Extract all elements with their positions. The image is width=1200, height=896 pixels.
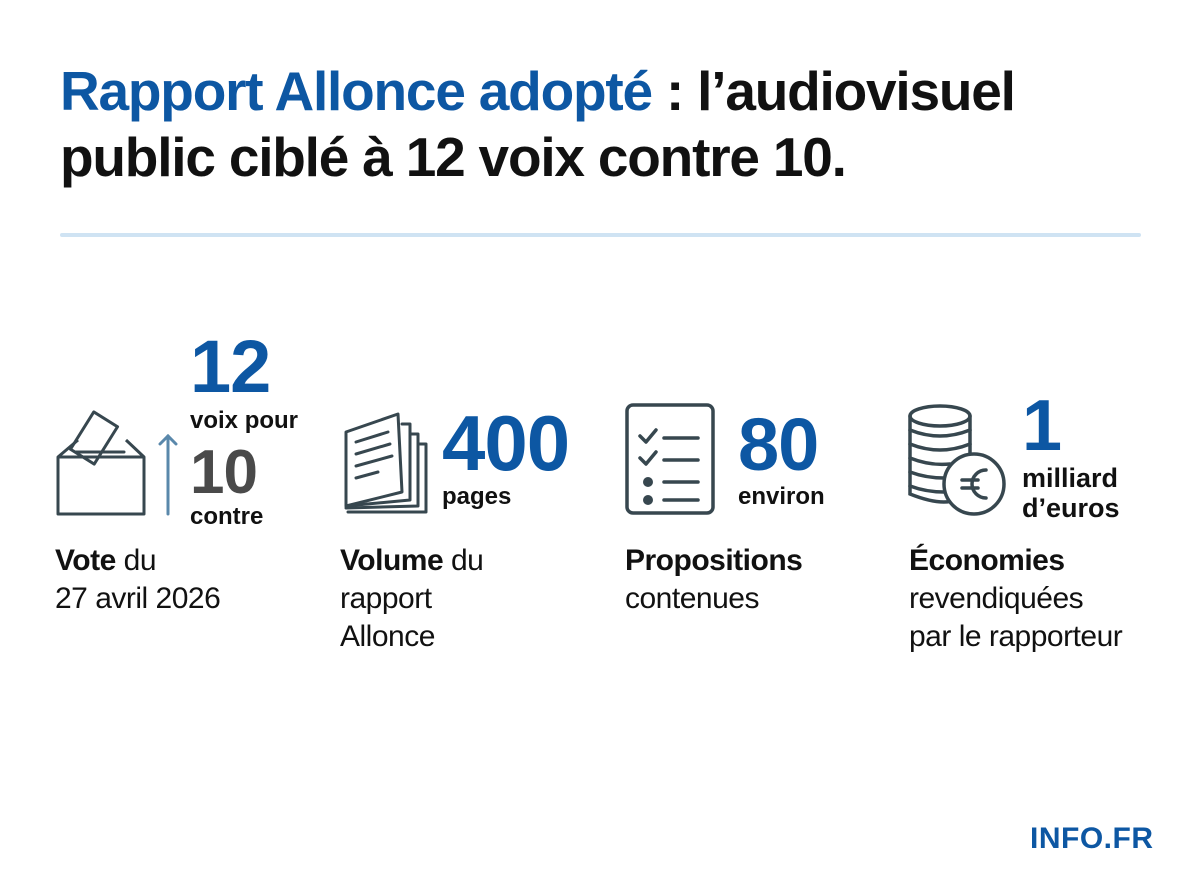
vote-stat: 12 voix pour 10 contre: [190, 330, 298, 531]
volume-caption: Volume du rapport Allonce: [340, 542, 484, 656]
divider: [60, 233, 1141, 237]
headline-rest: : l’audiovisuel public ciblé à 12 voix c…: [60, 60, 1016, 188]
caption-line: rapport: [340, 582, 432, 615]
caption-line: 27 avril 2026: [55, 582, 221, 615]
caption-bold: Économies: [909, 544, 1065, 577]
economies-stat: 1 milliard d’euros: [1022, 390, 1120, 523]
votes-for-value: 12: [190, 325, 271, 408]
propositions-value: 80: [738, 403, 819, 486]
propositions-unit: environ: [738, 483, 825, 510]
euro-coins-icon: [908, 404, 1006, 516]
pages-stat: 400 pages: [442, 399, 570, 510]
document-pages-icon: [344, 412, 428, 514]
votes-against-value: 10: [190, 438, 258, 508]
caption-bold: Volume: [340, 544, 444, 577]
pages-value: 400: [442, 399, 570, 487]
caption-rest: du: [115, 544, 157, 577]
propositions-caption: Propositions contenues: [625, 542, 803, 618]
votes-for-label: voix pour: [190, 407, 299, 434]
logo: INFO.FR: [1030, 822, 1154, 855]
caption-line: revendiquées: [909, 582, 1084, 615]
caption-line: par le rapporteur: [909, 620, 1123, 653]
pages-unit: pages: [442, 483, 512, 510]
ballot-box-icon: [56, 410, 146, 516]
economies-caption: Économies revendiquées par le rapporteur: [909, 542, 1123, 656]
arrow-up-icon: [158, 433, 178, 516]
caption-line: contenues: [625, 582, 759, 615]
headline-accent: Rapport Allonce adopté: [60, 60, 653, 122]
vote-caption: Vote du 27 avril 2026: [55, 542, 221, 618]
checklist-icon: [625, 403, 715, 515]
headline: Rapport Allonce adopté : l’audiovisuel p…: [60, 58, 1160, 190]
economies-unit-2: d’euros: [1022, 492, 1120, 523]
propositions-stat: 80 environ: [738, 408, 825, 510]
votes-against-label: contre: [190, 503, 264, 531]
economies-value: 1: [1022, 386, 1062, 466]
economies-unit-1: milliard: [1022, 463, 1119, 493]
caption-rest: du: [443, 544, 484, 577]
caption-bold: Propositions: [625, 544, 803, 577]
caption-line: Allonce: [340, 620, 435, 653]
caption-bold: Vote: [55, 544, 116, 577]
